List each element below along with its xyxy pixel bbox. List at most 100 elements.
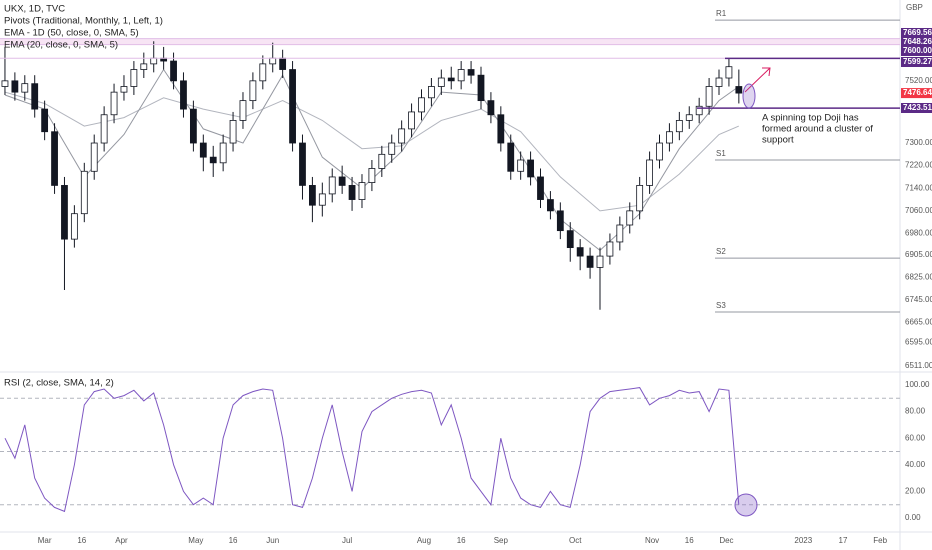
indicator-label: Pivots (Traditional, Monthly, 1, Left, 1… <box>4 16 163 27</box>
indicator-label: EMA - 1D (50, close, 0, SMA, 5) <box>4 28 139 39</box>
candle-body <box>527 159 534 178</box>
candle-body <box>239 100 247 121</box>
x-tick-label: 2023 <box>794 536 812 545</box>
candle-body <box>675 120 683 133</box>
candle-body <box>537 176 544 200</box>
candle-body <box>715 77 723 87</box>
candle-body <box>368 168 376 183</box>
x-tick-label: Jul <box>342 536 352 545</box>
indicator-label: EMA (20, close, 0, SMA, 5) <box>4 40 118 51</box>
rsi-title: RSI (2, close, SMA, 14, 2) <box>4 378 114 389</box>
resistance-zone <box>0 38 900 45</box>
candle-body <box>170 60 177 82</box>
highlight-circle <box>734 493 758 517</box>
candle-body <box>328 176 336 195</box>
candle-body <box>457 69 465 82</box>
candle-body <box>685 114 693 121</box>
price-tag <box>901 28 932 38</box>
x-tick-label: Dec <box>719 536 733 545</box>
candle-body <box>308 185 316 206</box>
last-price-label: 7476.64 <box>903 88 932 97</box>
x-tick-label: Aug <box>417 536 431 545</box>
candle-body <box>150 57 158 65</box>
x-tick-label: 16 <box>457 536 466 545</box>
currency: GBP <box>906 3 923 12</box>
x-tick-label: Nov <box>645 536 659 545</box>
candle-body <box>70 213 78 240</box>
candle-body <box>189 108 197 144</box>
y-tick-label: 7060.00 <box>905 206 932 215</box>
y-tick-label: 6665.00 <box>905 318 932 327</box>
candle-body <box>140 63 148 70</box>
candle-body <box>725 66 733 79</box>
candle-body <box>705 86 713 107</box>
pivot-label: S3 <box>716 301 726 310</box>
candle-body <box>299 142 306 186</box>
candle-body <box>209 156 217 164</box>
candle-body <box>517 159 525 172</box>
x-tick-label: Mar <box>38 536 52 545</box>
x-tick-label: 16 <box>685 536 694 545</box>
candle-body <box>566 230 574 249</box>
x-tick-label: Oct <box>569 536 582 545</box>
x-tick-label: Sep <box>494 536 509 545</box>
candle-body <box>51 131 58 186</box>
x-tick-label: May <box>188 536 203 545</box>
y-tick-label: 6825.00 <box>905 272 932 281</box>
annotation: formed around a cluster of <box>762 124 873 135</box>
candle-body <box>586 255 594 268</box>
price-tag-label: 7423.51 <box>903 103 932 112</box>
candle-body <box>556 210 564 232</box>
candle-body <box>11 80 19 93</box>
candle-body <box>229 120 237 144</box>
candle-body <box>695 105 703 116</box>
candle-body <box>338 176 346 186</box>
candle-body <box>1 80 9 87</box>
rsi-line <box>4 387 740 513</box>
y-tick-label: 6905.00 <box>905 250 932 259</box>
rsi-tick-label: 40.00 <box>905 460 926 469</box>
rsi-tick-label: 60.00 <box>905 433 926 442</box>
candle-body <box>626 210 634 226</box>
annotation-arrow <box>744 67 771 93</box>
x-tick-label: 16 <box>77 536 86 545</box>
highlight-ellipse <box>742 83 756 109</box>
candle-body <box>100 114 108 144</box>
candle-body <box>21 83 29 93</box>
rsi-tick-label: 100.00 <box>905 380 930 389</box>
candle-body <box>269 57 277 65</box>
candle-body <box>418 97 425 113</box>
candle-body <box>289 69 296 144</box>
price-tag-label: 7669.56 <box>903 28 932 37</box>
candle-body <box>596 255 604 268</box>
candle-body <box>636 185 644 212</box>
candle-body <box>616 224 624 243</box>
candle-body <box>61 185 68 240</box>
candle-body <box>408 111 415 130</box>
candle-body <box>90 142 98 172</box>
candle-body <box>348 185 356 200</box>
price-tag <box>901 57 932 67</box>
annotation: A spinning top Doji has <box>762 113 859 124</box>
y-tick-label: 7220.00 <box>905 161 932 170</box>
candle-body <box>666 131 673 144</box>
candle-body <box>428 86 435 99</box>
candle-body <box>467 69 475 76</box>
price-tag <box>901 103 932 113</box>
price-tag <box>901 46 932 56</box>
candle-body <box>497 114 505 144</box>
pivot-label: S1 <box>716 149 726 158</box>
rsi-tick-label: 20.00 <box>905 487 926 496</box>
rsi-tick-label: 80.00 <box>905 407 926 416</box>
x-tick-label: 17 <box>839 536 848 545</box>
candle-body <box>487 100 495 116</box>
y-tick-label: 7300.00 <box>905 138 932 147</box>
price-tag <box>901 88 932 99</box>
candle-body <box>80 170 88 215</box>
candle-body <box>388 142 396 155</box>
pivot-label: R1 <box>716 9 727 18</box>
candle-body <box>646 159 653 186</box>
marks: Mar 16 Apr May 16 Jun Jul Aug 16 Sep Oct Nov 16 Dec 20… <box>0 9 932 545</box>
